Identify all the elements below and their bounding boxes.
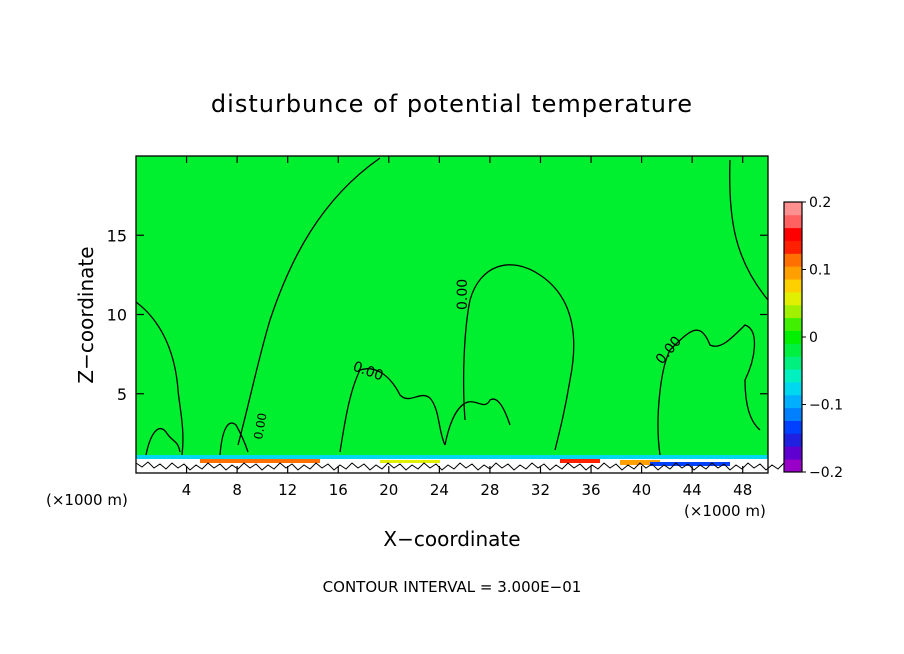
colorbar-swatch	[784, 407, 802, 421]
contour-interval-footer: CONTOUR INTERVAL = 3.000E−01	[323, 578, 582, 596]
x-unit-right: (×1000 m)	[684, 502, 766, 520]
surface-band-blue	[650, 462, 730, 466]
y-tick-label: 5	[117, 385, 127, 404]
colorbar-swatch	[784, 330, 802, 344]
x-tick-label: 8	[232, 481, 242, 499]
plot-area: 0.00 0.00 0.00 0.00 4 8 12 16 20 24 28 32 36 40 44…	[107, 155, 803, 499]
colorbar-tick-label: −0.2	[809, 465, 843, 481]
contour-line-left	[135, 301, 184, 456]
surface-band-red	[560, 459, 600, 463]
x-tick-label: 44	[683, 481, 702, 499]
colorbar-swatch	[784, 459, 802, 473]
colorbar-swatch	[784, 304, 802, 319]
x-tick-label: 24	[430, 481, 449, 499]
x-tick-label: 16	[329, 481, 348, 499]
contour-label: 0.00	[455, 279, 471, 310]
surface-band-yellow	[380, 460, 440, 463]
x-axis-label: X−coordinate	[383, 527, 520, 551]
colorbar-swatch	[784, 369, 802, 383]
colorbar-swatch	[784, 266, 802, 280]
x-axis-ticks: 4 8 12 16 20 24 28 32 36 40 44 48	[182, 156, 752, 499]
x-tick-label: 40	[632, 481, 651, 499]
contour-line-central	[462, 264, 575, 451]
surface-band	[135, 455, 803, 473]
x-unit-left: (×1000 m)	[46, 491, 128, 509]
contour-line-bumps-2	[444, 398, 511, 446]
contour-line-small-8	[219, 422, 249, 456]
y-axis-label: Z−coordinate	[74, 246, 98, 383]
contour-line-upper-right	[729, 159, 769, 301]
plot-field	[136, 156, 768, 473]
x-tick-label: 12	[278, 481, 297, 499]
y-axis-ticks: 5 10 15	[107, 226, 768, 404]
colorbar-swatch	[784, 433, 802, 447]
colorbar-swatch	[784, 240, 802, 254]
colorbar-swatch	[784, 446, 802, 460]
contour-label: 0.00	[251, 412, 269, 441]
chart-title: disturbunce of potential temperature	[211, 90, 693, 118]
surface-band-orange	[200, 459, 320, 463]
colorbar-swatch	[784, 317, 802, 331]
x-tick-label: 48	[733, 481, 752, 499]
colorbar-swatch	[784, 214, 802, 229]
colorbar-swatch	[784, 227, 802, 241]
contour-line-right	[657, 324, 761, 456]
x-tick-label: 28	[480, 481, 499, 499]
colorbar-swatch	[784, 279, 802, 293]
surface-band-cyan	[136, 455, 768, 459]
x-tick-label: 4	[182, 481, 192, 499]
contour-lines	[135, 157, 769, 456]
colorbar-swatch	[784, 394, 802, 409]
contour-line-main	[237, 157, 381, 446]
x-tick-label: 20	[379, 481, 398, 499]
colorbar-tick-label: −0.1	[809, 398, 843, 414]
x-tick-label: 32	[531, 481, 550, 499]
y-tick-label: 10	[107, 306, 127, 325]
surface-band-squiggles	[135, 461, 803, 471]
colorbar-tick-label: 0.2	[809, 195, 831, 211]
colorbar	[783, 201, 803, 473]
colorbar-swatch	[784, 420, 802, 434]
colorbar-tick-label: 0.1	[809, 263, 831, 279]
colorbar-tick-label: 0	[809, 330, 818, 346]
contour-line-bumps	[339, 368, 446, 453]
colorbar-swatch	[784, 202, 802, 216]
colorbar-swatch	[784, 382, 802, 396]
colorbar-swatch	[784, 292, 802, 306]
colorbar-swatch	[784, 253, 802, 267]
contour-line-small-left	[145, 427, 181, 456]
colorbar-swatch	[784, 343, 802, 357]
colorbar-ticks: 0.2 0.1 0 −0.1 −0.2	[802, 195, 843, 481]
y-tick-label: 15	[107, 226, 127, 245]
colorbar-swatch	[784, 356, 802, 370]
x-tick-label: 36	[581, 481, 600, 499]
